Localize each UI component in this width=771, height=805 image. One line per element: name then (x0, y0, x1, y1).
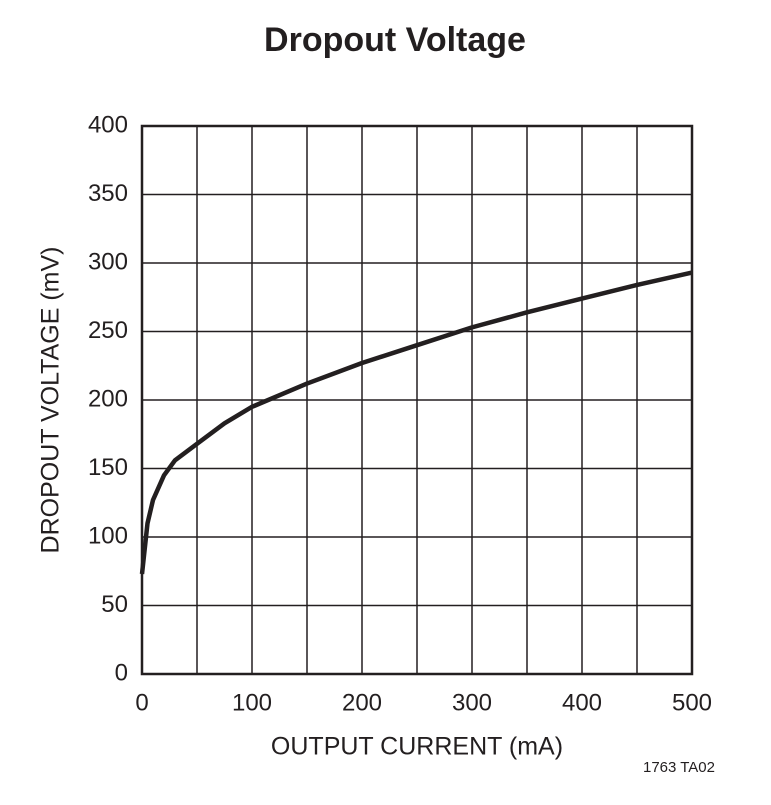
y-tick-label: 150 (88, 454, 128, 481)
chart-title: Dropout Voltage (264, 21, 526, 59)
x-tick-label: 0 (135, 689, 148, 716)
y-tick-label: 400 (88, 111, 128, 138)
data-line (139, 270, 693, 575)
x-axis-label: OUTPUT CURRENT (mA) (271, 733, 563, 761)
y-tick-label: 350 (88, 180, 128, 207)
y-tick-label: 50 (101, 591, 128, 618)
y-tick-label: 200 (88, 385, 128, 412)
plot-frame (140, 124, 694, 676)
x-tick-label: 300 (452, 689, 492, 716)
y-tick-label: 100 (88, 522, 128, 549)
y-tick-label: 300 (88, 248, 128, 275)
footnote: 1763 TA02 (643, 759, 715, 776)
y-axis-label: DROPOUT VOLTAGE (mV) (37, 247, 65, 554)
y-tick-label: 0 (115, 659, 128, 686)
x-tick-label: 100 (232, 689, 272, 716)
x-tick-label: 400 (562, 689, 602, 716)
x-tick-label: 500 (672, 689, 712, 716)
x-tick-label: 200 (342, 689, 382, 716)
y-tick-label: 250 (88, 317, 128, 344)
